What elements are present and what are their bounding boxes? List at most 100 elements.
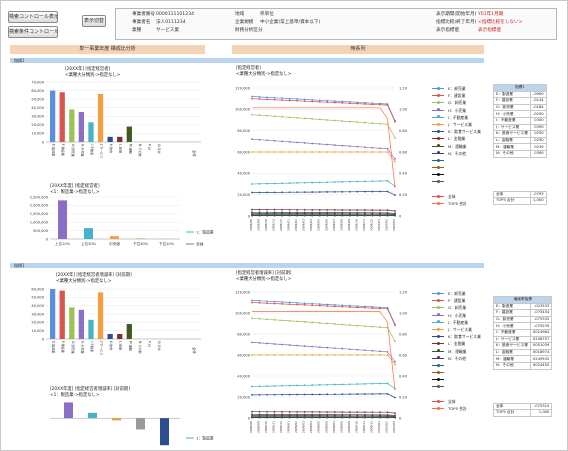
series-point [288,416,291,419]
series-point [318,151,321,153]
series-point [341,383,344,386]
series-point [341,354,344,356]
series-point [379,122,381,125]
table-cell-value: -0144 [529,97,547,105]
series-point [273,354,276,356]
x-tick-label: 2008/10 [264,421,268,433]
legend-item: M：運輸業 [432,348,481,355]
series-point [379,151,381,153]
toggle-display-button[interactable]: 表示切替 [82,15,106,27]
series-point [251,354,253,356]
series-point [288,191,291,194]
series-point [394,157,396,160]
legend-label: L：金融業 [448,136,466,142]
y-tick-label: 0 [46,237,49,241]
series-point [273,208,276,211]
series-line [252,354,396,365]
series-point [266,410,268,413]
x-tick-label: J:サービス [100,340,105,355]
series-point [333,347,336,350]
legend-label: TOP5 合計 [448,406,467,411]
bar-chart-2b-title: [20XX年度] [指定経営者増減率] [対前期] [50,387,131,392]
legend-label: M：運輸業 [448,348,467,354]
y-tick-label: 20,000 [31,123,44,127]
bar-chart-2-title: [20XX年度] [指定経営者] [50,184,100,189]
series-point [363,103,366,105]
legend-item: J：サービス業 [432,121,481,128]
series-point [394,120,396,123]
series-point [326,181,329,184]
x-tick-label: I:不動産 [90,341,95,352]
series-point [318,416,321,419]
series-point [356,393,359,395]
series-line [251,317,396,342]
legend-label: TOP5 合計 [448,201,467,206]
table-cell-label: G：卸売業 [493,315,531,324]
table-row: K：飲食サービス業 0051039 [493,342,553,350]
bar [107,136,113,142]
series-point [386,354,389,356]
search-condition-button[interactable]: 検索条件コントロール表示 [8,26,58,38]
series-point [333,305,336,308]
series-point [288,116,291,119]
series-line [252,151,396,162]
bar [112,418,121,421]
table-cell-label: M：運輸業 [493,143,531,151]
series-point [341,120,344,122]
bar [136,238,145,239]
legend-label: K：飲食サービス業 [448,129,481,135]
series-point [326,151,329,153]
table-row: TOP5 合計 1,000 [493,409,553,417]
y2-tick-label: 0.40 [399,172,408,176]
legend-item [432,362,481,369]
series-point [296,416,299,419]
bar [78,112,85,142]
table-cell-value: -075332 [529,315,553,324]
series-point [273,393,276,396]
bar-chart-subtitle-2: <業種大分類別->指定なし> [56,279,112,284]
info-row: 事業者名 法人0111234 [132,20,186,26]
x-tick-label: F:建設業 [61,341,66,353]
series-point [258,354,261,356]
legend-swatch [432,151,444,155]
series-point [341,305,344,308]
series-point [251,214,253,217]
info-value: 法人0111234 [156,20,186,25]
data-table-1: 指標1 E：製造業 -0900 F：建設業 -0144 G：卸売業 -0184 H：小売業 -0… [493,84,547,205]
series-point [379,382,381,385]
series-point [281,99,284,101]
series-line [251,413,396,416]
series-point [281,319,284,322]
series-point [273,98,276,101]
series-point [386,190,389,193]
legend-item: G：卸売業 [432,304,481,311]
series-point [363,214,366,217]
search-control-button[interactable]: 検索コントロール表示 [8,11,58,23]
table-cell-label: F：建設業 [493,97,531,105]
series-point [281,384,284,387]
info-key: 事業者名 [132,20,151,25]
line-chart-title-2: [指定経営者増減率] [対前期] [236,271,292,276]
legend-swatch [432,327,444,331]
legend-item: F：建設業 [432,92,481,99]
series-point [266,385,268,388]
x-tick-label: 2010/02 [384,219,388,231]
series-point [348,102,351,105]
series-point [296,208,299,211]
series-point [394,214,396,217]
series-point [281,343,284,346]
x-tick-label: E:製造業 [52,144,57,156]
legend-label: K：飲食サービス業 [448,334,481,340]
legend-swatch [432,363,444,367]
series-point [348,324,351,326]
data-table-2: 増減率指標 E：製造業 -023533 F：建設業 -075454 G：卸売業 -07533… [492,296,553,417]
legend-swatch [432,86,444,90]
table-header: 増減率指標 [492,296,553,304]
series-point [251,151,253,153]
table-row: E：製造業 -023533 [493,302,553,311]
legend-label: H：小売業 [448,312,467,318]
series-point [326,305,329,307]
series-point [386,151,389,153]
y-tick-label: 40,000 [237,374,250,378]
series-point [296,182,299,184]
